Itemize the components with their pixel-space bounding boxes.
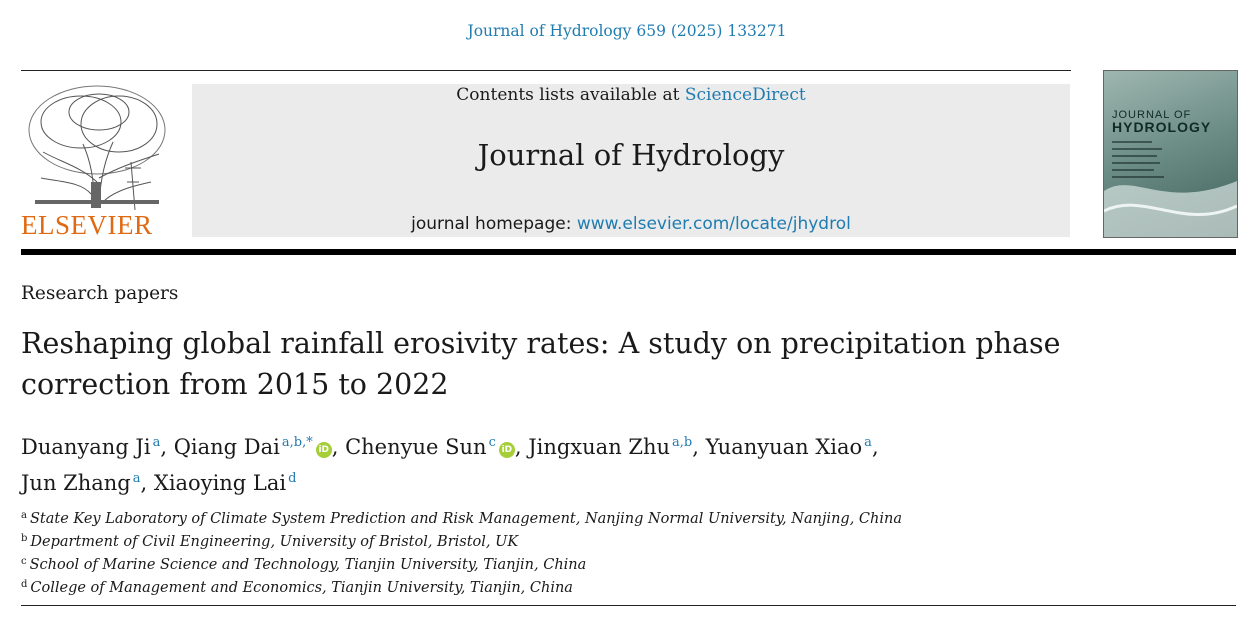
cover-title-line2: HYDROLOGY: [1112, 119, 1212, 135]
affiliation-label: a: [21, 510, 27, 521]
author-entry: Xiaoying Lai d: [154, 471, 297, 495]
author-entry: Yuanyuan Xiao a,: [706, 435, 879, 459]
author-affiliation-marker[interactable]: a,b,*: [281, 435, 313, 450]
homepage-line: journal homepage: www.elsevier.com/locat…: [192, 214, 1070, 234]
journal-banner: [192, 84, 1070, 237]
elsevier-wordmark: ELSEVIER: [21, 210, 153, 240]
author-separator: ,: [140, 471, 154, 495]
contents-line: Contents lists available at ScienceDirec…: [192, 85, 1070, 105]
author-separator: ,: [160, 435, 174, 459]
author-entry: Chenyue Sun c iD,: [345, 435, 528, 459]
orcid-icon[interactable]: iD: [498, 442, 515, 458]
author-name[interactable]: Duanyang Ji: [21, 435, 151, 459]
article-type: Research papers: [21, 283, 179, 304]
sciencedirect-link[interactable]: ScienceDirect: [684, 85, 806, 105]
article-title-line2: correction from 2015 to 2022: [21, 368, 449, 401]
author-name[interactable]: Qiang Dai: [173, 435, 280, 459]
author-affiliation-marker[interactable]: c: [488, 435, 496, 450]
affiliation-text: College of Management and Economics, Tia…: [30, 580, 573, 596]
homepage-prefix: journal homepage:: [411, 214, 577, 234]
top-divider: [21, 70, 1071, 71]
author-name[interactable]: Chenyue Sun: [345, 435, 487, 459]
bottom-divider: [21, 605, 1236, 606]
cover-title: JOURNAL OF HYDROLOGY: [1112, 109, 1232, 135]
author-list: Duanyang Ji a, Qiang Dai a,b,* iD, Chenyue …: [21, 427, 1221, 499]
author-name[interactable]: Jun Zhang: [21, 471, 131, 495]
journal-name: Journal of Hydrology: [477, 138, 785, 172]
orcid-icon[interactable]: iD: [315, 442, 332, 458]
journal-reference-link[interactable]: Journal of Hydrology 659 (2025) 133271: [467, 22, 787, 40]
cover-wave-art: [1104, 141, 1237, 237]
author-separator: ,: [871, 435, 879, 459]
author-name[interactable]: Xiaoying Lai: [153, 471, 287, 495]
article-title: Reshaping global rainfall erosivity rate…: [21, 323, 1121, 405]
cover-title-line1: JOURNAL OF: [1112, 109, 1192, 121]
affiliation-text: Department of Civil Engineering, Univers…: [30, 534, 519, 550]
elsevier-tree-logo: [28, 85, 166, 211]
author-entry: Jingxuan Zhu a,b,: [528, 435, 705, 459]
affiliation-label: c: [21, 556, 27, 567]
affiliation-label: d: [21, 579, 28, 590]
author-affiliation-marker[interactable]: d: [288, 471, 297, 486]
author-affiliation-marker[interactable]: a: [132, 471, 141, 486]
affiliation-item: d College of Management and Economics, Ti…: [21, 575, 902, 598]
author-entry: Qiang Dai a,b,* iD,: [174, 435, 345, 459]
header-thick-divider: [21, 249, 1236, 255]
author-affiliation-marker[interactable]: a,b: [672, 435, 693, 450]
affiliation-text: School of Marine Science and Technology,…: [29, 557, 587, 573]
affiliation-item: c School of Marine Science and Technology…: [21, 552, 902, 575]
author-affiliation-marker[interactable]: a: [152, 435, 161, 450]
author-affiliation-marker[interactable]: a: [864, 435, 872, 450]
author-separator: ,: [692, 435, 706, 459]
article-title-line1: Reshaping global rainfall erosivity rate…: [21, 327, 1061, 360]
contents-prefix: Contents lists available at: [456, 85, 685, 105]
author-name[interactable]: Yuanyuan Xiao: [705, 435, 863, 459]
homepage-link[interactable]: www.elsevier.com/locate/jhydrol: [576, 214, 851, 234]
journal-cover-thumbnail[interactable]: JOURNAL OF HYDROLOGY: [1103, 70, 1238, 238]
affiliation-list: a State Key Laboratory of Climate System …: [21, 506, 902, 598]
affiliation-item: a State Key Laboratory of Climate System …: [21, 506, 902, 529]
author-name[interactable]: Jingxuan Zhu: [528, 435, 671, 459]
affiliation-text: State Key Laboratory of Climate System P…: [29, 511, 902, 527]
author-separator: ,: [514, 435, 529, 459]
author-separator: ,: [331, 435, 346, 459]
author-entry: Jun Zhang a,: [21, 471, 154, 495]
author-entry: Duanyang Ji a,: [21, 435, 174, 459]
affiliation-item: b Department of Civil Engineering, Univer…: [21, 529, 902, 552]
affiliation-label: b: [21, 533, 28, 544]
